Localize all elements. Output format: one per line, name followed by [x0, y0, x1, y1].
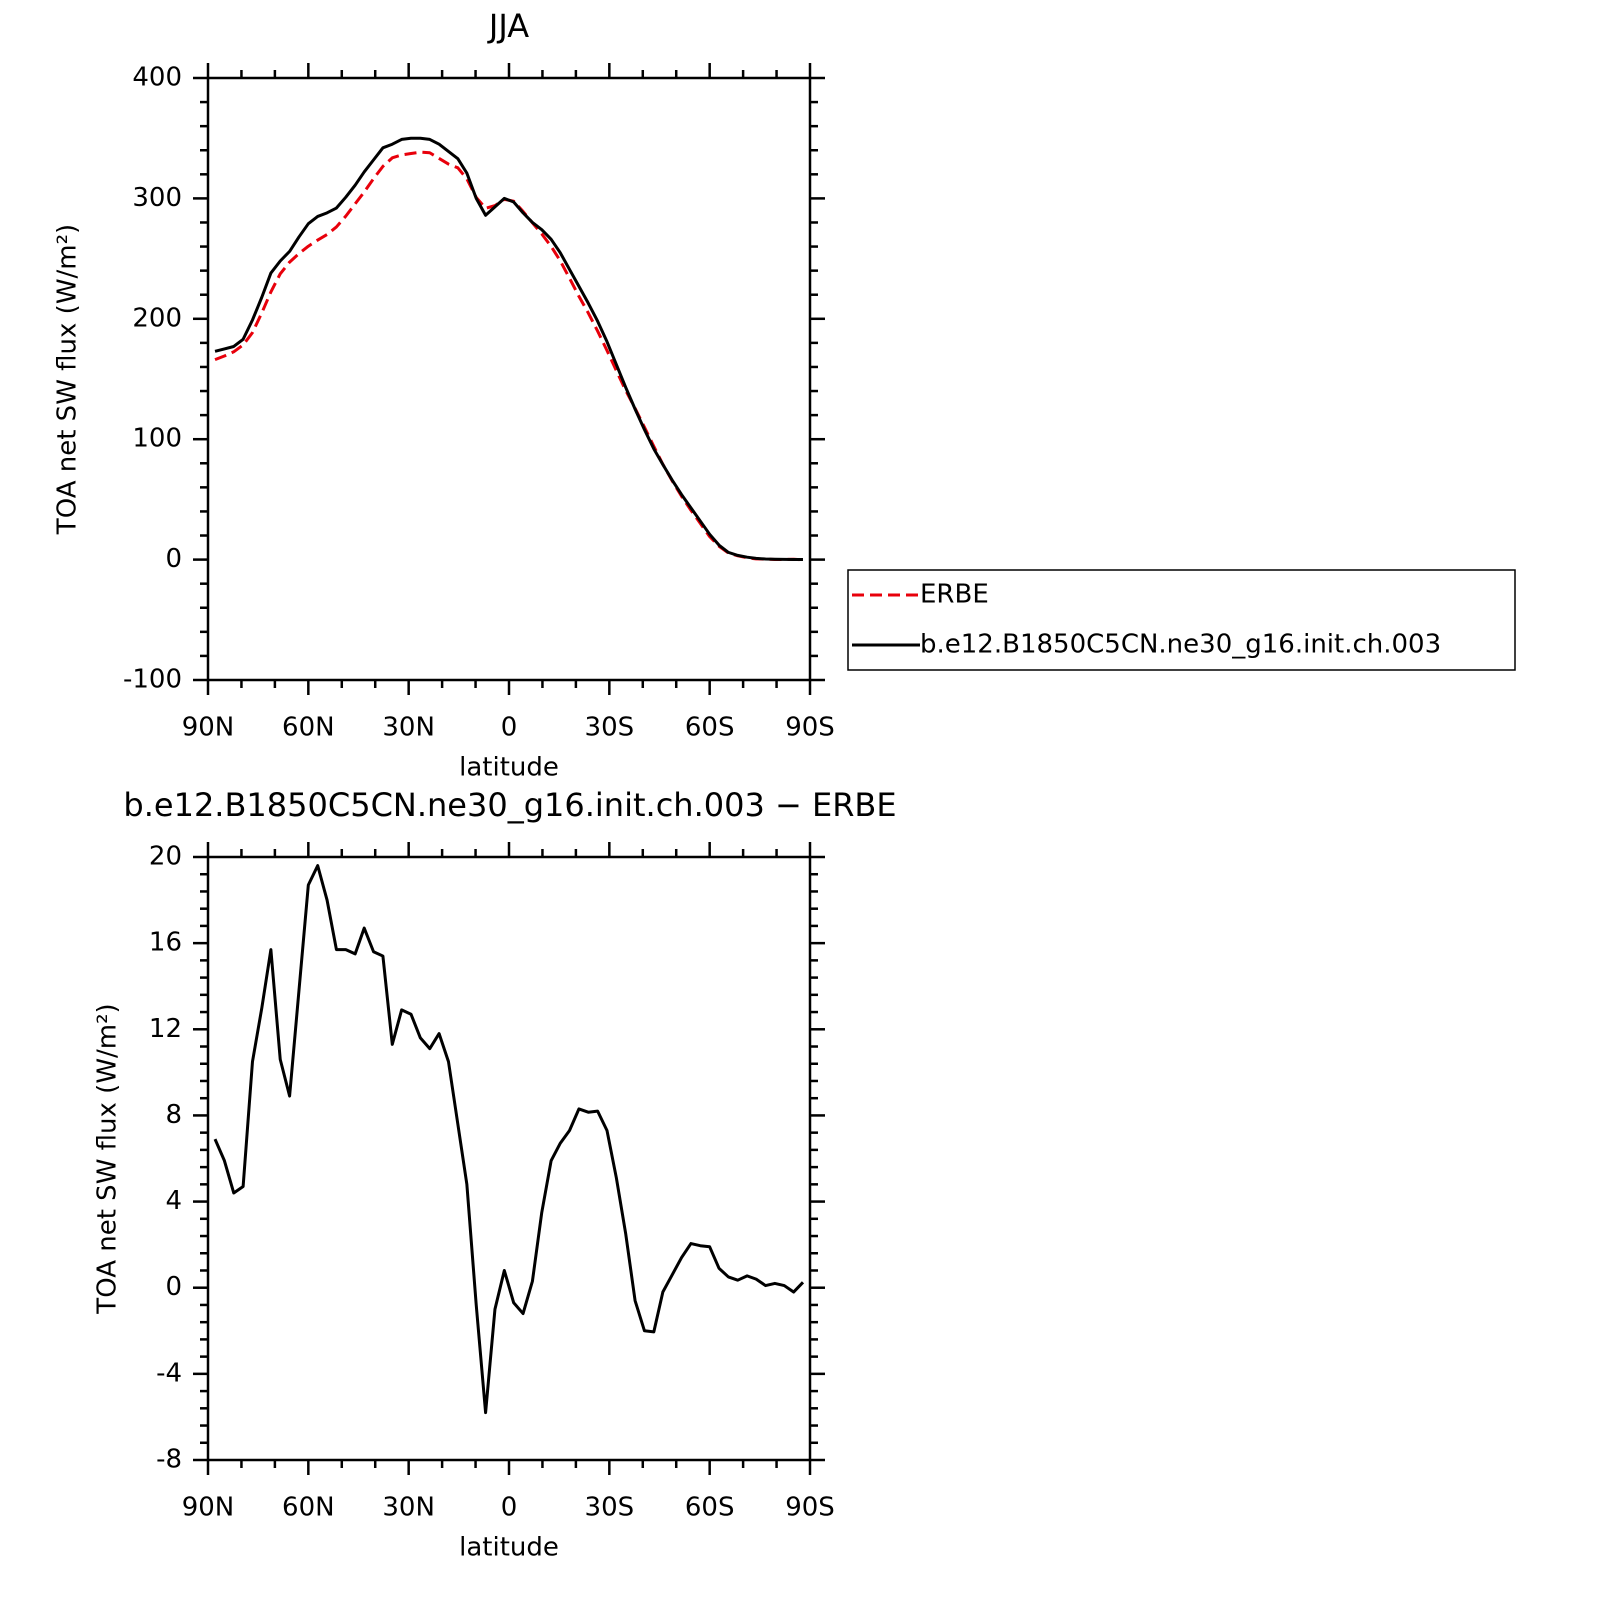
- y-tick-label: -8: [156, 1445, 182, 1475]
- chart-title: JJA: [487, 7, 529, 45]
- legend-label: b.e12.B1850C5CN.ne30_g16.init.ch.003: [920, 630, 1441, 660]
- x-tick-label: 90N: [182, 713, 235, 743]
- x-tick-label: 30N: [382, 1493, 435, 1523]
- x-tick-label: 30S: [585, 713, 635, 743]
- y-tick-label: 8: [165, 1100, 182, 1130]
- y-tick-label: -100: [123, 665, 182, 695]
- series-line: [214, 150, 804, 562]
- y-tick-label: 12: [149, 1014, 182, 1044]
- x-axis-label: latitude: [459, 1533, 559, 1563]
- legend-box: [847, 569, 1516, 671]
- x-axis-label: latitude: [459, 753, 559, 783]
- x-tick-label: 60N: [282, 1493, 335, 1523]
- y-tick-label: 300: [132, 183, 182, 213]
- series-line: [213, 864, 805, 1415]
- y-axis-label: TOA net SW flux (W/m²): [53, 224, 83, 535]
- y-tick-label: -4: [156, 1358, 182, 1388]
- y-tick-label: 0: [165, 544, 182, 574]
- y-tick-label: 100: [132, 424, 182, 454]
- x-tick-label: 60N: [282, 713, 335, 743]
- x-tick-label: 30N: [382, 713, 435, 743]
- plot-frame: [206, 76, 812, 682]
- y-tick-label: 16: [149, 928, 182, 958]
- series-line: [214, 136, 803, 561]
- legend-label: ERBE: [920, 580, 989, 610]
- y-tick-label: 400: [132, 63, 182, 93]
- y-tick-label: 4: [165, 1186, 182, 1216]
- x-tick-label: 60S: [685, 1493, 735, 1523]
- x-tick-label: 30S: [585, 1493, 635, 1523]
- y-axis-label: TOA net SW flux (W/m²): [93, 1003, 123, 1314]
- x-tick-label: 60S: [685, 713, 735, 743]
- x-tick-label: 0: [501, 1493, 518, 1523]
- y-tick-label: 0: [165, 1272, 182, 1302]
- chart-title: b.e12.B1850C5CN.ne30_g16.init.ch.003 − E…: [123, 786, 896, 824]
- y-tick-label: 20: [149, 842, 182, 872]
- x-tick-label: 90S: [785, 713, 835, 743]
- y-tick-label: 200: [132, 303, 182, 333]
- plot-frame: [206, 855, 812, 1462]
- x-tick-label: 0: [501, 713, 518, 743]
- x-tick-label: 90S: [785, 1493, 835, 1523]
- x-tick-label: 90N: [182, 1493, 235, 1523]
